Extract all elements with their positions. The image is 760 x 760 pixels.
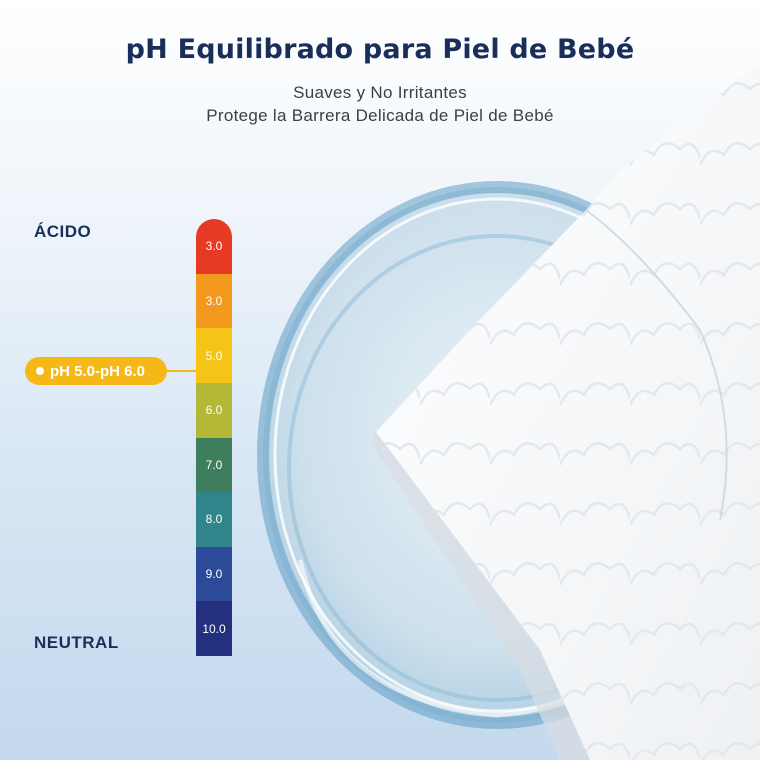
ph-value: 8.0 [205, 512, 223, 527]
ph-segment: 8.0 [196, 492, 232, 547]
ph-segment: 7.0 [196, 437, 232, 493]
ph-value: 6.0 [205, 403, 223, 418]
ph-value: 9.0 [205, 567, 223, 582]
ph-segment: 5.0 [196, 328, 232, 383]
ph-segment: 10.0 [196, 601, 232, 656]
neutral-label: NEUTRAL [34, 633, 119, 652]
subtitle-line-2: Protege la Barrera Delicada de Piel de B… [206, 106, 554, 125]
baby-wipe-icon [372, 62, 760, 760]
ph-segment: 3.0 [196, 273, 232, 329]
bullet-dot-icon [36, 367, 44, 375]
acidic-label: ÁCIDO [34, 222, 92, 241]
ph-range-badge: pH 5.0-pH 6.0 [25, 357, 167, 385]
ph-segment: 3.0 [196, 219, 232, 274]
ph-range-text: pH 5.0-pH 6.0 [50, 362, 146, 380]
ph-value: 10.0 [202, 621, 226, 636]
ph-segment: 6.0 [196, 382, 232, 438]
ph-pointer-line [166, 370, 196, 372]
ph-value: 7.0 [205, 457, 223, 472]
subtitle-line-1: Suaves y No Irritantes [293, 83, 467, 102]
ph-segment: 9.0 [196, 546, 232, 602]
page-title: pH Equilibrado para Piel de Bebé [125, 34, 635, 65]
ph-value: 5.0 [205, 348, 223, 363]
ph-value: 3.0 [205, 293, 223, 308]
ph-scale-bar: 3.0 3.0 5.0 6.0 7.0 8.0 9.0 10.0 [196, 219, 232, 656]
ph-value: 3.0 [205, 239, 223, 254]
